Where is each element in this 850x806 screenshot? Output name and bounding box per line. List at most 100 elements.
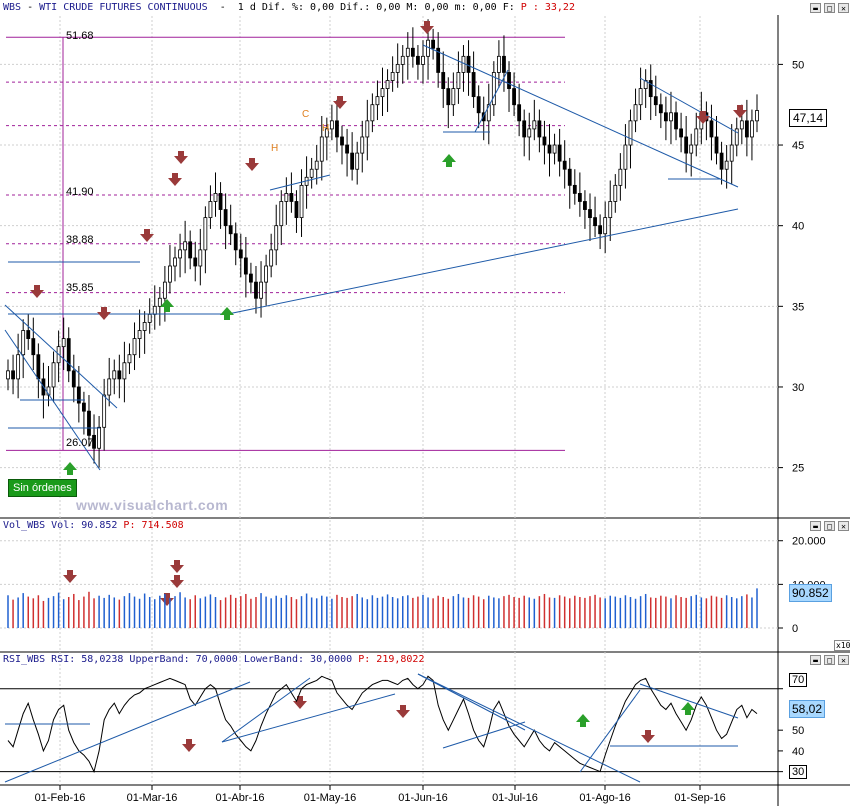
vol-maximize-icon[interactable]: □ — [824, 521, 835, 531]
candle-body — [26, 330, 31, 339]
candle-body — [648, 80, 653, 98]
arrow-up-icon — [220, 307, 234, 320]
volume-panel-title: Vol_WBS Vol: 90.852 P: 714.508 — [3, 520, 184, 531]
volume-bars-layer — [7, 588, 758, 628]
rsi-close-icon[interactable]: ✕ — [838, 655, 849, 665]
candle-body — [436, 47, 441, 73]
candle-body — [173, 257, 177, 267]
candle-body — [719, 152, 724, 170]
candle-body — [395, 63, 400, 73]
date-tick-label: 01-Abr-16 — [216, 792, 265, 804]
symbol-separator: - — [21, 2, 40, 13]
candle-body — [537, 120, 542, 138]
candle-body — [522, 120, 527, 138]
candle-body — [309, 168, 314, 178]
candle-body — [340, 136, 344, 146]
candle-body — [157, 297, 162, 307]
candle-body — [97, 426, 101, 449]
candle-body — [218, 193, 223, 210]
candle-body — [714, 136, 719, 154]
rsi-trendline — [442, 721, 526, 749]
arrow-up-icon — [442, 154, 456, 167]
candle-body — [572, 184, 577, 194]
rsi-trendline — [221, 693, 396, 743]
candle-body — [329, 120, 334, 130]
candle-body — [289, 193, 294, 202]
maximize-icon[interactable]: □ — [824, 3, 835, 13]
rsi-maximize-icon[interactable]: □ — [824, 655, 835, 665]
vol-minimize-icon[interactable]: ▬ — [810, 521, 821, 531]
arrow-down-icon — [733, 105, 747, 118]
price-tick-label: 45 — [792, 140, 804, 152]
rsi-trendline — [417, 673, 641, 783]
candle-body — [496, 55, 501, 73]
price-tick-label: 30 — [792, 382, 804, 394]
candle-body — [147, 313, 152, 323]
candle-body — [112, 370, 117, 380]
date-tick-label: 01-Sep-16 — [674, 792, 725, 804]
candle-body — [243, 257, 248, 275]
candle-body — [410, 47, 415, 57]
last-price-label: P : 33,22 — [520, 2, 575, 13]
arrow-down-icon — [63, 570, 77, 583]
rsi-tick-label: 40 — [792, 746, 804, 758]
candle-body — [588, 209, 592, 219]
vol-close-icon[interactable]: ✕ — [838, 521, 849, 531]
stats-label: - 1 d Dif. %: 0,00 Dif.: 0,00 M: 0,00 m:… — [207, 2, 515, 13]
arrow-down-icon — [420, 21, 434, 34]
candle-body — [264, 265, 269, 283]
sin-ordenes-badge[interactable]: Sin órdenes — [8, 479, 77, 497]
volume-value-tag: 90.852 — [789, 584, 832, 602]
candle-body — [76, 386, 81, 404]
candle-body — [61, 338, 66, 348]
candle-body — [466, 55, 471, 73]
candle-body — [653, 96, 658, 106]
trendline-layer — [4, 44, 739, 471]
trendline — [639, 77, 739, 134]
candle-body — [613, 184, 618, 202]
candle-body — [709, 120, 714, 138]
candle-body — [755, 110, 759, 122]
candle-body — [335, 120, 339, 138]
candle-body — [82, 402, 86, 412]
minimize-icon[interactable]: ▬ — [810, 3, 821, 13]
arrow-down-icon — [245, 158, 259, 171]
candle-body — [269, 249, 274, 267]
candle-body — [431, 39, 436, 49]
candle-body — [274, 225, 279, 251]
candle-body — [66, 338, 71, 372]
candle-body — [421, 55, 425, 65]
candle-body — [734, 128, 739, 146]
candle-body — [739, 120, 744, 130]
candle-body — [142, 322, 147, 331]
candle-body — [562, 160, 567, 170]
trendline — [269, 174, 331, 191]
arrow-down-icon — [140, 229, 154, 242]
volume-tick-label: 20.000 — [792, 536, 826, 548]
close-icon[interactable]: ✕ — [838, 3, 849, 13]
candle-body — [324, 128, 329, 138]
volume-label: Vol_WBS Vol: 90.852 — [3, 520, 118, 531]
candle-body — [21, 330, 26, 356]
candle-body — [223, 209, 228, 227]
candle-body — [137, 330, 142, 339]
candle-body — [669, 112, 673, 122]
rsi-minimize-icon[interactable]: ▬ — [810, 655, 821, 665]
candle-body — [152, 305, 157, 315]
date-tick-label: 01-Jun-16 — [398, 792, 448, 804]
rsi-p-label: P: 219,8022 — [358, 654, 425, 665]
fib-label-4: 35.85 — [66, 282, 94, 294]
candle-body — [299, 184, 304, 219]
candle-body — [193, 257, 198, 267]
candle-body — [729, 144, 734, 162]
arrow-down-icon — [174, 151, 188, 164]
trendline — [4, 304, 118, 409]
candle-body — [31, 338, 36, 356]
candle-body — [476, 96, 481, 114]
arrow-up-icon — [160, 299, 174, 312]
candle-body — [603, 217, 608, 235]
volume-p-label: P: 714.508 — [123, 520, 184, 531]
candle-body — [623, 144, 628, 170]
candle-body — [183, 241, 188, 251]
